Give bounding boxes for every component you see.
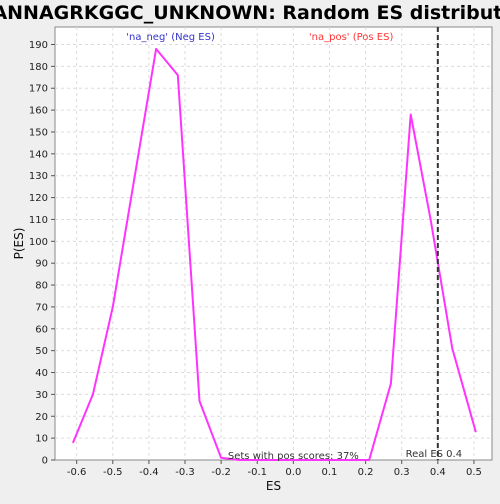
y-tick-label: 30 <box>35 390 48 401</box>
y-tick-label: 190 <box>29 40 48 51</box>
y-tick-label: 0 <box>42 456 48 467</box>
y-tick-label: 70 <box>35 302 48 313</box>
x-tick-label: 0.0 <box>285 467 301 478</box>
data-point <box>111 306 114 308</box>
x-axis-label: ES <box>266 479 281 493</box>
y-tick-label: 140 <box>29 149 48 160</box>
y-tick-label: 180 <box>29 62 48 73</box>
y-tick-label: 40 <box>35 368 48 379</box>
y-tick-label: 170 <box>29 84 48 95</box>
data-point <box>328 459 331 461</box>
y-tick-label: 90 <box>35 259 48 270</box>
x-tick-label: -0.3 <box>175 467 195 478</box>
x-tick-label: -0.5 <box>103 467 123 478</box>
y-tick-label: 20 <box>35 412 48 423</box>
y-tick-label: 120 <box>29 193 48 204</box>
neg-es-annotation: 'na_neg' (Neg ES) <box>126 32 215 43</box>
data-point <box>92 393 94 396</box>
data-point <box>238 459 240 461</box>
chart-title: CCANNAGRKGGC_UNKNOWN: Random ES distribu… <box>0 2 500 24</box>
x-tick-label: 0.2 <box>358 467 374 478</box>
data-point <box>72 441 74 444</box>
x-tick-label: 0.4 <box>430 467 446 478</box>
x-tick-label: -0.1 <box>247 467 267 478</box>
x-tick-label: 0.1 <box>322 467 338 478</box>
y-tick-label: 130 <box>29 171 48 182</box>
data-point <box>256 459 259 461</box>
pos-es-annotation: 'na_pos' (Pos ES) <box>309 32 394 43</box>
data-point <box>155 48 157 50</box>
y-tick-label: 100 <box>29 237 48 248</box>
data-point <box>176 74 179 76</box>
y-axis-label: P(ES) <box>12 228 26 260</box>
data-point <box>474 430 477 433</box>
y-tick-label: 10 <box>35 434 48 445</box>
y-tick-label: 110 <box>29 215 48 226</box>
y-tick-label: 80 <box>35 281 48 292</box>
data-point <box>409 113 412 116</box>
data-point <box>292 459 295 461</box>
x-tick-label: 0.5 <box>466 467 482 478</box>
y-tick-label: 150 <box>29 127 48 138</box>
x-tick-label: -0.6 <box>67 467 87 478</box>
y-tick-label: 160 <box>29 106 48 117</box>
plot-area <box>54 26 493 461</box>
x-tick-label: 0.3 <box>394 467 410 478</box>
y-tick-label: 50 <box>35 346 48 357</box>
real-es-label: Real ES 0.4 <box>406 449 462 460</box>
x-tick-label: -0.4 <box>139 467 159 478</box>
data-point <box>368 459 371 461</box>
data-point <box>390 382 392 385</box>
data-point <box>220 457 222 459</box>
data-point <box>429 218 432 221</box>
data-point <box>451 347 454 350</box>
y-tick-label: 60 <box>35 324 48 335</box>
pos-scores-footer: Sets with pos scores: 37% <box>228 451 359 462</box>
x-tick-label: -0.2 <box>211 467 231 478</box>
data-point <box>198 400 201 402</box>
